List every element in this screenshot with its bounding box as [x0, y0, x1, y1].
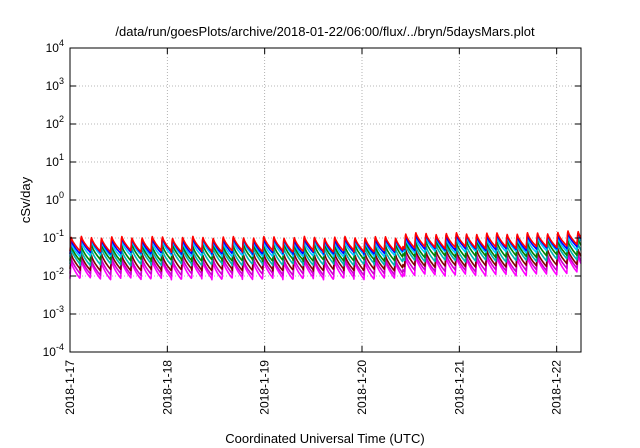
x-tick-label: 2018-1-21 [452, 360, 466, 415]
y-tick-label: 100 [46, 190, 64, 207]
grid [70, 48, 581, 352]
series-line-6 [69, 234, 582, 258]
series-line-8 [69, 230, 582, 253]
series-line-5 [69, 238, 582, 262]
x-axis: 2018-1-17 2018-1-18 2018-1-19 2018-1-20 2018… [63, 48, 564, 415]
y-axis: 10-4 10-3 10-2 10-1 100 101 102 103 104 [43, 38, 581, 359]
x-tick-label: 2018-1-19 [258, 360, 272, 415]
y-tick-label: 102 [46, 114, 64, 131]
y-tick-label: 10-2 [43, 266, 64, 283]
series-line-3 [69, 247, 582, 272]
x-tick-label: 2018-1-17 [63, 360, 77, 415]
series-group [69, 230, 582, 281]
chart-title: /data/run/goesPlots/archive/2018-01-22/0… [115, 24, 535, 39]
x-tick-label: 2018-1-22 [550, 360, 564, 415]
x-tick-label: 2018-1-18 [160, 360, 174, 415]
y-tick-label: 10-1 [43, 228, 64, 245]
y-tick-label: 10-4 [43, 342, 64, 359]
x-axis-label: Coordinated Universal Time (UTC) [225, 431, 424, 446]
y-tick-label: 104 [46, 38, 64, 55]
series-line-1 [69, 254, 582, 281]
y-tick-label: 103 [46, 76, 64, 93]
y-tick-label: 101 [46, 152, 64, 169]
series-line-2 [69, 252, 582, 277]
x-tick-label: 2018-1-20 [355, 360, 369, 415]
y-axis-label: cSv/day [18, 176, 33, 223]
y-tick-label: 10-3 [43, 304, 64, 321]
series-line-4 [69, 242, 582, 267]
